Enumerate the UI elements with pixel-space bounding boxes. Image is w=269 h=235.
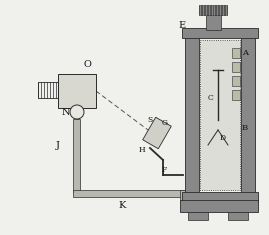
Polygon shape (143, 117, 171, 149)
Text: N: N (62, 108, 70, 117)
Circle shape (70, 105, 84, 119)
Bar (185, 30, 199, 195)
Bar (232, 90, 240, 100)
Bar (199, 5, 227, 15)
Bar (73, 190, 188, 197)
Text: J: J (56, 141, 60, 150)
Bar (206, 15, 221, 30)
Bar (232, 62, 240, 72)
Bar (180, 200, 258, 212)
Text: G: G (162, 119, 168, 127)
Bar (180, 190, 187, 200)
Bar (228, 212, 248, 220)
Text: S: S (147, 116, 152, 124)
Bar (232, 48, 240, 58)
Text: F: F (162, 166, 167, 174)
Bar (241, 30, 255, 195)
Bar (232, 76, 240, 86)
Text: D: D (220, 134, 226, 142)
Bar (73, 119, 80, 192)
Bar (200, 40, 240, 190)
Bar (182, 192, 258, 202)
Text: K: K (118, 201, 125, 210)
Text: O: O (84, 60, 92, 69)
Text: C: C (208, 94, 214, 102)
Text: H: H (139, 146, 146, 154)
Bar (182, 28, 258, 38)
Text: E: E (178, 21, 185, 30)
Bar (58, 74, 96, 108)
Bar (38, 82, 58, 98)
Text: B: B (242, 124, 248, 132)
Text: A: A (242, 49, 248, 57)
Bar (188, 212, 208, 220)
